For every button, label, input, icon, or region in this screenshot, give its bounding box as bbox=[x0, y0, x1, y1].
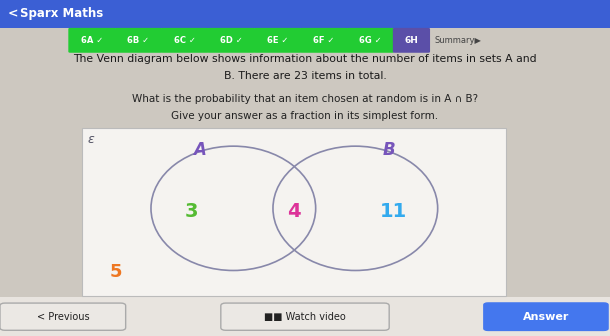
Text: ε: ε bbox=[87, 133, 94, 146]
FancyBboxPatch shape bbox=[346, 28, 394, 53]
Text: 6A ✓: 6A ✓ bbox=[81, 36, 103, 45]
FancyBboxPatch shape bbox=[0, 297, 610, 336]
Text: Sparx Maths: Sparx Maths bbox=[20, 7, 102, 20]
Text: 6C ✓: 6C ✓ bbox=[174, 36, 196, 45]
FancyBboxPatch shape bbox=[300, 28, 348, 53]
FancyBboxPatch shape bbox=[393, 28, 430, 53]
FancyBboxPatch shape bbox=[207, 28, 255, 53]
Text: 5: 5 bbox=[110, 263, 122, 281]
FancyBboxPatch shape bbox=[82, 128, 506, 296]
FancyBboxPatch shape bbox=[0, 303, 126, 330]
Text: What is the probability that an item chosen at random is in A ∩ B?: What is the probability that an item cho… bbox=[132, 94, 478, 104]
Text: ■■ Watch video: ■■ Watch video bbox=[264, 312, 346, 322]
Text: 6F ✓: 6F ✓ bbox=[313, 36, 335, 45]
Text: 6H: 6H bbox=[404, 36, 418, 45]
Text: B: B bbox=[382, 140, 395, 159]
FancyBboxPatch shape bbox=[221, 303, 389, 330]
Text: 4: 4 bbox=[287, 202, 301, 221]
FancyBboxPatch shape bbox=[254, 28, 301, 53]
Text: Answer: Answer bbox=[523, 312, 569, 322]
Text: 3: 3 bbox=[185, 202, 199, 221]
Text: 11: 11 bbox=[379, 202, 407, 221]
FancyBboxPatch shape bbox=[161, 28, 209, 53]
Text: Summary▶: Summary▶ bbox=[434, 36, 481, 45]
Text: 6B ✓: 6B ✓ bbox=[127, 36, 149, 45]
FancyBboxPatch shape bbox=[0, 0, 610, 28]
FancyBboxPatch shape bbox=[483, 302, 609, 331]
FancyBboxPatch shape bbox=[68, 28, 116, 53]
Text: <: < bbox=[7, 7, 18, 20]
Text: < Previous: < Previous bbox=[37, 312, 89, 322]
Text: A: A bbox=[193, 140, 206, 159]
Text: 6D ✓: 6D ✓ bbox=[220, 36, 243, 45]
FancyBboxPatch shape bbox=[115, 28, 162, 53]
Text: 6G ✓: 6G ✓ bbox=[359, 36, 382, 45]
FancyBboxPatch shape bbox=[0, 28, 610, 53]
Text: 6E ✓: 6E ✓ bbox=[267, 36, 289, 45]
Text: Give your answer as a fraction in its simplest form.: Give your answer as a fraction in its si… bbox=[171, 111, 439, 121]
Text: The Venn diagram below shows information about the number of items in sets A and: The Venn diagram below shows information… bbox=[73, 54, 537, 64]
Text: B. There are 23 items in total.: B. There are 23 items in total. bbox=[224, 71, 386, 81]
